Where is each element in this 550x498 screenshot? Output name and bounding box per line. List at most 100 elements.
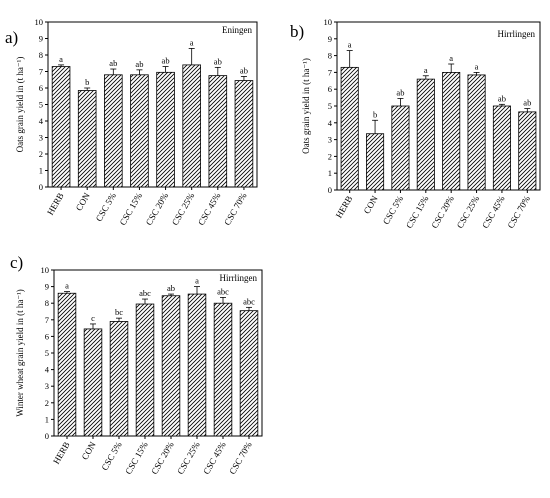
y-tick-label: 10 — [324, 17, 333, 27]
y-tick-label: 3 — [39, 133, 43, 143]
x-tick-label: CSC 20% — [149, 440, 176, 476]
significance-letter: c — [91, 313, 95, 323]
significance-letter: ab — [523, 98, 531, 108]
panel-c-chart: 0 1 2 3 4 5 6 7 8 9 10 Winter wheat grain yield in … — [10, 253, 263, 476]
bar-csc-5- — [109, 321, 129, 437]
bar-csc-20- — [156, 71, 175, 188]
y-tick-label: 9 — [45, 282, 49, 292]
y-tick-label: 5 — [45, 348, 49, 358]
y-tick-label: 1 — [45, 414, 49, 424]
significance-letter: abc — [217, 286, 229, 296]
significance-letter: a — [475, 61, 479, 71]
significance-letter: a — [195, 276, 199, 286]
y-tick-label: 8 — [39, 50, 43, 60]
significance-letter: bc — [115, 307, 123, 317]
significance-letter: ab — [162, 56, 170, 66]
significance-letter: ab — [396, 87, 404, 97]
bar-csc-15- — [416, 78, 435, 191]
y-tick-label: 6 — [328, 84, 332, 94]
significance-letter: abc — [139, 288, 151, 298]
significance-letter: ab — [214, 56, 222, 66]
significance-letter: a — [449, 53, 453, 63]
x-tick-label: CSC 70% — [227, 440, 254, 476]
x-tick-label: CON — [74, 191, 92, 213]
bar-csc-70- — [234, 80, 254, 188]
bar-csc-15- — [130, 74, 149, 188]
y-tick-label: 9 — [328, 34, 332, 44]
location-label: Hirrlingen — [498, 29, 536, 39]
y-tick-label: 7 — [45, 315, 49, 325]
x-tick-label: CSC 25% — [175, 440, 202, 476]
y-tick-label: 7 — [328, 67, 332, 77]
y-tick-label: 1 — [328, 168, 332, 178]
y-tick-label: 9 — [39, 34, 43, 44]
bar-con — [366, 133, 385, 191]
bar-csc-25- — [187, 293, 207, 437]
bar-csc-5- — [104, 74, 123, 188]
y-axis-label: Winter wheat grain yield in (t ha⁻¹) — [15, 289, 25, 417]
y-tick-label: 10 — [41, 265, 50, 275]
significance-letter: a — [59, 54, 63, 64]
bar-csc-25- — [182, 64, 201, 188]
y-tick-label: 0 — [328, 185, 332, 195]
x-tick-label: CSC 70% — [222, 191, 249, 227]
significance-letter: ab — [109, 58, 117, 68]
x-tick-label: CSC 45% — [201, 440, 228, 476]
significance-letter: a — [424, 65, 428, 75]
panel-a-chart: 0 1 2 3 4 5 6 7 8 9 10 Oats grain yield in (t ha⁻¹)… — [5, 17, 258, 227]
bar-csc-20- — [442, 72, 461, 191]
y-tick-label: 2 — [328, 151, 332, 161]
x-tick-label: CSC 70% — [506, 194, 533, 230]
significance-letter: ab — [167, 283, 175, 293]
location-label: Eningen — [222, 25, 252, 35]
y-tick-label: 6 — [39, 83, 43, 93]
x-tick-label: CSC 5% — [94, 191, 119, 224]
x-tick-label: CSC 20% — [144, 191, 171, 227]
bar-csc-5- — [391, 105, 410, 191]
x-tick-label: CSC 15% — [118, 191, 145, 227]
y-tick-label: 7 — [39, 67, 43, 77]
significance-letter: a — [65, 281, 69, 291]
y-tick-label: 4 — [328, 118, 333, 128]
panel-label: b) — [290, 22, 304, 41]
significance-letter: abc — [243, 296, 255, 306]
x-tick-label: CSC 15% — [123, 440, 150, 476]
bar-csc-70- — [518, 111, 537, 191]
x-tick-label: CSC 25% — [170, 191, 197, 227]
bar-con — [77, 90, 97, 188]
x-tick-label: HERB — [51, 440, 72, 466]
y-tick-label: 2 — [39, 149, 43, 159]
significance-letter: ab — [498, 93, 506, 103]
y-tick-label: 5 — [328, 101, 332, 111]
x-tick-label: CSC 5% — [381, 194, 406, 227]
bar-herb — [57, 292, 77, 437]
bar-csc-25- — [467, 74, 486, 191]
significance-letter: a — [190, 37, 194, 47]
y-tick-label: 4 — [45, 365, 50, 375]
bar-csc-45- — [492, 105, 511, 191]
y-axis-label: Oats grain yield in (t ha⁻¹) — [15, 57, 25, 153]
y-tick-label: 0 — [39, 182, 43, 192]
x-tick-label: CSC 45% — [196, 191, 223, 227]
y-tick-label: 10 — [35, 17, 44, 27]
significance-letter: ab — [240, 65, 248, 75]
y-tick-label: 0 — [45, 431, 49, 441]
bar-csc-70- — [239, 310, 259, 437]
x-tick-label: HERB — [45, 191, 66, 217]
panel-label: a) — [5, 28, 18, 47]
significance-letter: a — [348, 40, 352, 50]
bar-con — [83, 328, 103, 437]
bar-herb — [51, 66, 71, 188]
y-tick-label: 4 — [39, 116, 44, 126]
panel-label: c) — [10, 253, 23, 272]
bar-herb — [340, 66, 359, 191]
x-tick-label: CSC 20% — [429, 194, 456, 230]
x-tick-label: CSC 5% — [99, 440, 124, 473]
x-tick-label: CSC 45% — [480, 194, 507, 230]
significance-letter: b — [373, 109, 377, 119]
x-tick-label: CSC 25% — [455, 194, 482, 230]
bar-csc-15- — [135, 303, 155, 437]
y-tick-label: 1 — [39, 166, 43, 176]
significance-letter: ab — [135, 59, 143, 69]
y-tick-label: 8 — [328, 51, 332, 61]
